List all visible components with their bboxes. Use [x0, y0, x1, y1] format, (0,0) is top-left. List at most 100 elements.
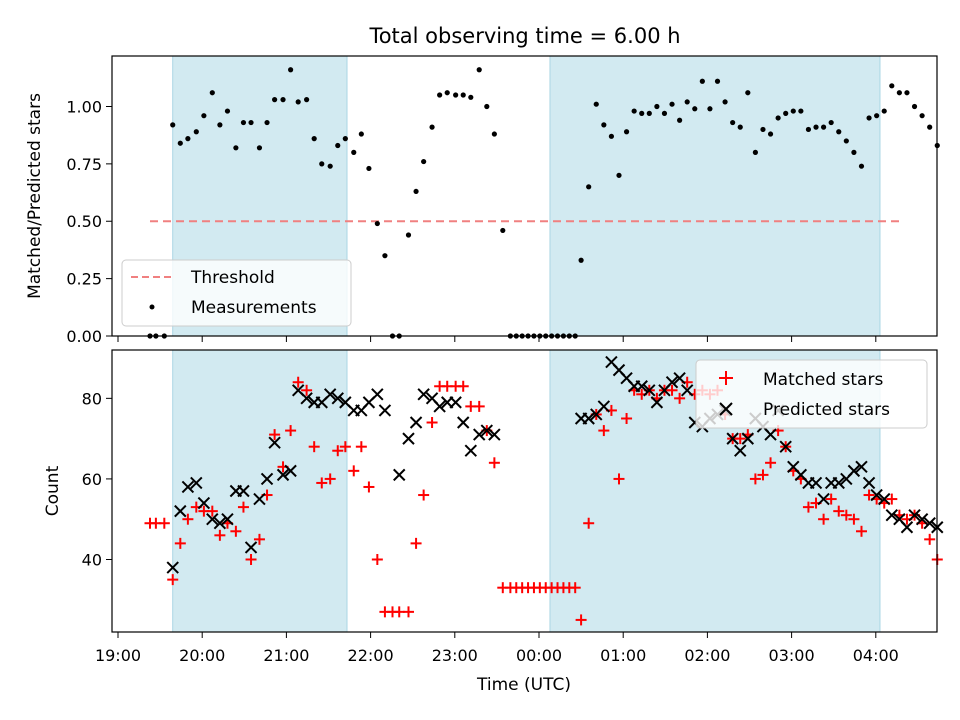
predicted-star-point: [817, 492, 830, 506]
measurement-point: [904, 90, 910, 96]
predicted-star-point: [237, 484, 250, 498]
matched-star-point: [301, 384, 313, 396]
measurement-point: [327, 163, 333, 169]
top-axes-frame: [111, 55, 938, 337]
predicted-star-point: [371, 388, 384, 401]
legend-predicted-swatch: [719, 402, 733, 416]
measurement-point: [201, 113, 207, 119]
predicted-star-point: [855, 460, 868, 474]
measurement-point: [335, 142, 341, 149]
predicted-star-point: [923, 517, 936, 530]
predicted-star-point: [433, 400, 446, 413]
matched-star-point: [840, 509, 852, 521]
measurement-point: [586, 184, 592, 190]
legend-predicted-label: Predicted stars: [763, 400, 890, 420]
y-tick-label: 60: [82, 470, 102, 489]
measurement-point: [578, 257, 584, 263]
measurement-point: [730, 119, 736, 126]
predicted-star-point: [449, 396, 462, 409]
top-legend: Threshold Measurements: [121, 259, 352, 327]
predicted-star-point: [409, 416, 423, 429]
measurement-point: [828, 119, 834, 126]
predicted-star-point: [885, 508, 899, 522]
predicted-star-point: [878, 492, 891, 506]
predicted-star-point: [779, 440, 792, 453]
measurement-point: [836, 129, 842, 135]
measurement-point: [707, 106, 713, 112]
predicted-star-point: [190, 476, 203, 490]
x-tick-label: 01:00: [600, 646, 646, 665]
matched-star-point: [285, 425, 297, 437]
matched-star-point: [410, 537, 422, 549]
y-tick-label: 40: [82, 550, 102, 569]
measurement-point: [911, 103, 918, 110]
predicted-star-point: [680, 384, 694, 397]
y-tick-label: 0.00: [66, 327, 102, 346]
matched-star-point: [666, 384, 678, 396]
matched-star-point: [237, 501, 249, 513]
predicted-star-point: [276, 468, 290, 482]
matched-star-point: [230, 525, 242, 537]
x-tick-label: 21:00: [263, 646, 309, 665]
predicted-star-point: [221, 512, 234, 526]
measurement-point: [677, 117, 683, 123]
predicted-star-point: [832, 476, 845, 490]
predicted-star-point: [166, 561, 179, 574]
matched-star-point: [332, 445, 344, 457]
measurement-point: [421, 158, 427, 165]
x-tick-label: 22:00: [348, 646, 394, 665]
predicted-star-point: [665, 376, 679, 389]
matched-star-point: [848, 513, 860, 525]
matched-star-point: [575, 614, 587, 626]
matched-star-point: [324, 473, 336, 485]
measurement-point: [429, 124, 435, 130]
predicted-star-point: [213, 517, 227, 530]
measurement-point: [491, 131, 497, 137]
matched-star-point: [855, 525, 867, 537]
bottom-axes-frame: [111, 349, 938, 633]
measurement-point: [264, 119, 270, 126]
x-tick-label: 20:00: [179, 646, 225, 665]
predicted-star-point: [244, 541, 258, 554]
y-tick-label: 0.25: [66, 270, 102, 289]
predicted-star-point: [464, 444, 478, 457]
predicted-star-point: [473, 428, 486, 441]
matched-star-point: [269, 429, 281, 441]
measurement-point: [311, 136, 317, 142]
measurement-point: [654, 103, 660, 110]
measurement-point: [889, 83, 895, 89]
measurement-point: [760, 126, 766, 133]
legend-measurements-label: Measurements: [191, 298, 317, 318]
predicted-star-point: [809, 476, 823, 490]
predicted-star-point: [260, 472, 274, 486]
predicted-star-point: [268, 436, 281, 449]
predicted-star-point: [908, 508, 921, 522]
bottom-ylabel: Count: [43, 465, 63, 516]
measurement-point: [240, 119, 247, 126]
predicted-star-point: [181, 480, 195, 494]
predicted-star-point: [393, 468, 406, 482]
measurement-point: [444, 90, 450, 96]
measurement-point: [790, 108, 796, 114]
matched-star-point: [245, 553, 257, 565]
measurement-point: [437, 92, 443, 98]
matched-star-point: [182, 513, 194, 525]
measurement-point: [669, 101, 675, 107]
measurement-point: [623, 129, 630, 135]
matched-star-point: [457, 380, 469, 392]
measurement-point: [813, 124, 819, 130]
measurement-point: [927, 124, 933, 130]
predicted-star-point: [174, 504, 187, 518]
matched-star-point: [167, 574, 179, 586]
predicted-star-point: [284, 464, 297, 478]
measurement-point: [608, 133, 615, 139]
predicted-star-point: [635, 380, 648, 393]
measurement-point: [453, 92, 459, 98]
matched-star-point: [418, 489, 430, 501]
matched-star-point: [214, 529, 226, 541]
matched-star-point: [292, 376, 304, 388]
matched-star-point: [863, 489, 875, 501]
matched-star-point: [802, 501, 814, 513]
measurement-point: [798, 108, 804, 114]
matched-star-point: [308, 441, 320, 453]
